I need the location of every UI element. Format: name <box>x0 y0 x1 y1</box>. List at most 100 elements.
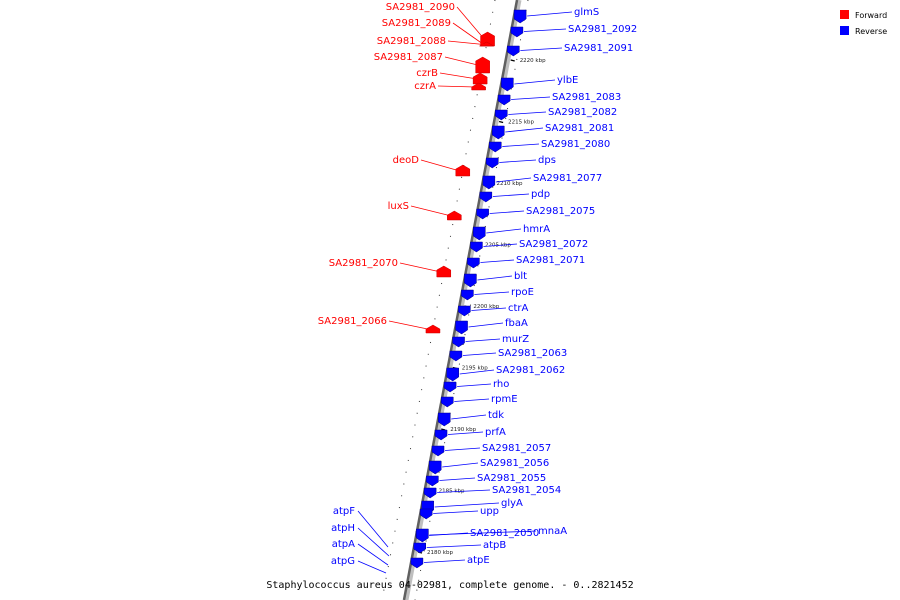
reverse-gene-feature[interactable] <box>428 460 442 475</box>
forward-gene-label[interactable]: SA2981_2070 <box>329 258 398 269</box>
forward-gene-label[interactable]: SA2981_2087 <box>374 52 443 63</box>
reverse-gene-label[interactable]: SA2981_2055 <box>477 473 546 484</box>
reverse-gene-label[interactable]: SA2981_2075 <box>526 206 595 217</box>
reverse-gene-feature[interactable] <box>423 487 437 499</box>
reverse-gene-label[interactable]: SA2981_2062 <box>496 365 565 376</box>
reverse-gene-label[interactable]: tdk <box>488 410 504 421</box>
reverse-gene-feature[interactable] <box>473 226 486 241</box>
reverse-gene-label[interactable]: glmS <box>574 7 599 18</box>
left-gene-label[interactable]: atpH <box>331 523 355 534</box>
reverse-gene-label[interactable]: SA2981_2082 <box>548 107 617 118</box>
reverse-gene-label[interactable]: SA2981_2063 <box>498 348 567 359</box>
reverse-gene-label[interactable]: ctrA <box>508 303 529 314</box>
reverse-gene-feature[interactable] <box>513 9 527 24</box>
scale-tick-label: 2200 kbp <box>473 304 499 310</box>
reverse-gene-feature[interactable] <box>452 336 465 348</box>
reverse-gene-label[interactable]: murZ <box>502 334 529 345</box>
reverse-gene-feature[interactable] <box>449 350 463 362</box>
forward-gene-feature[interactable] <box>471 82 486 91</box>
reverse-gene-feature[interactable] <box>492 125 505 140</box>
forward-gene-label[interactable]: deoD <box>393 155 420 166</box>
reverse-gene-feature[interactable] <box>497 94 511 106</box>
reverse-gene-label[interactable]: SA2981_2081 <box>545 123 614 134</box>
reverse-gene-label[interactable]: SA2981_2057 <box>482 443 551 454</box>
reverse-gene-label[interactable]: glyA <box>501 498 523 509</box>
forward-gene-label[interactable]: czrA <box>414 81 436 92</box>
reverse-gene-feature[interactable] <box>458 305 471 317</box>
reverse-gene-label[interactable]: dps <box>538 155 556 166</box>
reverse-gene-feature[interactable] <box>476 208 489 220</box>
reverse-gene-label[interactable]: SA2981_2077 <box>533 173 602 184</box>
reverse-gene-label[interactable]: hmrA <box>523 224 550 235</box>
reverse-gene-feature[interactable] <box>455 320 468 335</box>
reverse-label-leader <box>448 431 484 435</box>
reverse-label-leader <box>459 369 495 375</box>
forward-gene-label[interactable]: SA2981_2090 <box>386 2 455 13</box>
reverse-gene-label[interactable]: SA2981_2092 <box>568 24 637 35</box>
reverse-gene-feature[interactable] <box>419 508 433 520</box>
reverse-gene-label[interactable]: SA2981_2056 <box>480 458 549 469</box>
reverse-gene-feature[interactable] <box>413 542 427 554</box>
reverse-gene-feature[interactable] <box>410 557 424 569</box>
forward-gene-label[interactable]: luxS <box>388 201 409 212</box>
reverse-gene-label[interactable]: fbaA <box>505 318 528 329</box>
reverse-gene-label[interactable]: prfA <box>485 427 506 438</box>
forward-gene-label[interactable]: SA2981_2066 <box>318 316 387 327</box>
reverse-gene-label[interactable]: SA2981_2072 <box>519 239 588 250</box>
reverse-gene-label[interactable]: rpoE <box>511 287 534 298</box>
gene-labels: SA2981_2090 SA2981_2089 SA2981_2088 SA2981_… <box>318 2 638 567</box>
reverse-gene-label[interactable]: SA2981_2050 <box>470 528 539 539</box>
reverse-gene-feature[interactable] <box>431 445 445 457</box>
reverse-gene-feature[interactable] <box>482 175 496 190</box>
reverse-gene-label[interactable]: atpB <box>483 540 506 551</box>
reverse-gene-label[interactable]: SA2981_2054 <box>492 485 561 496</box>
left-gene-label[interactable]: atpA <box>332 539 355 550</box>
legend-forward-label: Forward <box>855 11 887 20</box>
forward-gene-label[interactable]: SA2981_2089 <box>382 18 451 29</box>
gene-features <box>410 9 527 569</box>
reverse-label-leader <box>423 559 466 563</box>
reverse-gene-label[interactable]: rho <box>493 379 509 390</box>
reverse-gene-label[interactable]: mnaA <box>538 526 567 537</box>
reverse-gene-feature[interactable] <box>434 429 448 441</box>
reverse-gene-label[interactable]: atpE <box>467 555 490 566</box>
reverse-gene-label[interactable]: SA2981_2091 <box>564 43 633 54</box>
reverse-gene-feature[interactable] <box>479 191 493 203</box>
forward-gene-label[interactable]: SA2981_2088 <box>377 36 446 47</box>
reverse-label-leader <box>480 259 515 263</box>
reverse-gene-label[interactable]: blt <box>514 271 527 282</box>
left-gene-label[interactable]: atpF <box>333 506 355 517</box>
reverse-gene-feature[interactable] <box>510 26 524 38</box>
forward-gene-feature[interactable] <box>475 56 490 74</box>
reverse-gene-label[interactable]: SA2981_2083 <box>552 92 621 103</box>
reverse-gene-feature[interactable] <box>426 475 439 487</box>
forward-gene-feature[interactable] <box>447 210 462 221</box>
reverse-gene-feature[interactable] <box>461 289 474 301</box>
reverse-gene-feature[interactable] <box>470 241 483 253</box>
reverse-gene-feature[interactable] <box>446 367 459 382</box>
reverse-gene-feature[interactable] <box>501 77 514 92</box>
reverse-gene-feature[interactable] <box>467 257 480 269</box>
reverse-gene-feature[interactable] <box>437 412 451 427</box>
left-gene-label[interactable]: atpG <box>331 556 355 567</box>
reverse-gene-feature[interactable] <box>440 396 454 408</box>
reverse-gene-feature[interactable] <box>507 45 520 57</box>
legend-forward-swatch <box>840 10 849 19</box>
reverse-gene-label[interactable]: pdp <box>531 189 550 200</box>
reverse-gene-label[interactable]: SA2981_2071 <box>516 255 585 266</box>
forward-gene-label[interactable]: czrB <box>416 68 438 79</box>
reverse-gene-feature[interactable] <box>464 273 477 288</box>
reverse-gene-label[interactable]: upp <box>480 506 499 517</box>
reverse-gene-feature[interactable] <box>416 528 429 543</box>
reverse-gene-label[interactable]: SA2981_2080 <box>541 139 610 150</box>
reverse-gene-feature[interactable] <box>443 381 457 393</box>
scale-tick-label: 2210 kbp <box>497 181 523 187</box>
forward-gene-feature[interactable] <box>425 324 441 334</box>
reverse-gene-feature[interactable] <box>495 109 508 121</box>
reverse-gene-label[interactable]: ylbE <box>557 75 578 86</box>
reverse-label-leader <box>508 111 547 115</box>
reverse-gene-feature[interactable] <box>489 141 502 153</box>
reverse-gene-label[interactable]: rpmE <box>491 394 518 405</box>
reverse-gene-feature[interactable] <box>485 157 499 169</box>
reverse-label-leader <box>477 275 513 281</box>
